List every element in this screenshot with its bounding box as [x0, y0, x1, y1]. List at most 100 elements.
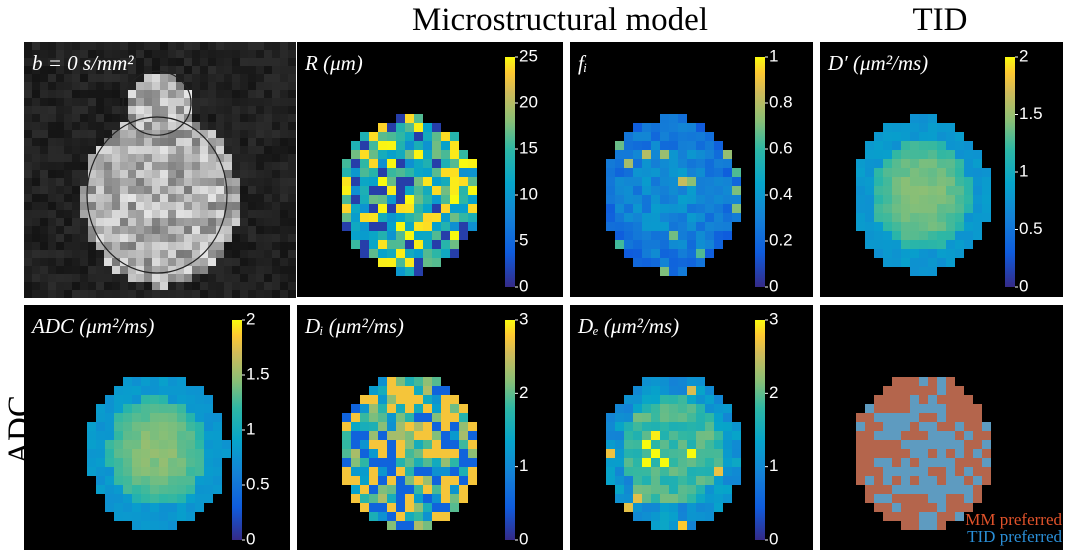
image-pixel: [414, 132, 423, 141]
image-pixel: [723, 195, 732, 204]
image-pixel: [723, 204, 732, 213]
image-pixel: [144, 202, 152, 210]
image-pixel: [288, 58, 296, 66]
image-pixel: [208, 202, 216, 210]
image-pixel: [633, 404, 642, 413]
image-pixel: [405, 249, 414, 258]
image-pixel: [955, 494, 964, 503]
image-pixel: [104, 162, 112, 170]
image-pixel: [883, 404, 892, 413]
image-pixel: [856, 159, 865, 168]
image-pixel: [874, 240, 883, 249]
image-pixel: [387, 168, 396, 177]
image-pixel: [208, 266, 216, 274]
image-pixel: [177, 449, 186, 458]
image-pixel: [387, 476, 396, 485]
image-pixel: [396, 494, 405, 503]
image-pixel: [910, 141, 919, 150]
image-pixel: [642, 150, 651, 159]
image-pixel: [288, 250, 296, 258]
image-pixel: [232, 162, 240, 170]
image-pixel: [459, 404, 468, 413]
image-pixel: [160, 186, 168, 194]
image-pixel: [369, 168, 378, 177]
image-pixel: [264, 66, 272, 74]
image-pixel: [874, 231, 883, 240]
image-pixel: [910, 431, 919, 440]
image-pixel: [351, 404, 360, 413]
image-pixel: [705, 231, 714, 240]
image-pixel: [883, 512, 892, 521]
image-pixel: [651, 458, 660, 467]
image-pixel: [123, 476, 132, 485]
image-pixel: [288, 50, 296, 58]
image-pixel: [200, 42, 208, 50]
image-pixel: [937, 413, 946, 422]
image-pixel: [208, 90, 216, 98]
image-pixel: [264, 282, 272, 290]
image-pixel: [48, 226, 56, 234]
image-pixel: [732, 449, 741, 458]
image-pixel: [660, 213, 669, 222]
image-pixel: [432, 258, 441, 267]
image-pixel: [248, 210, 256, 218]
image-pixel: [432, 449, 441, 458]
image-pixel: [874, 213, 883, 222]
image-pixel: [88, 66, 96, 74]
image-pixel: [40, 266, 48, 274]
image-pixel: [874, 422, 883, 431]
image-pixel: [208, 250, 216, 258]
image-pixel: [176, 202, 184, 210]
image-pixel: [72, 122, 80, 130]
image-pixel: [459, 195, 468, 204]
image-pixel: [141, 440, 150, 449]
image-pixel: [705, 132, 714, 141]
image-pixel: [32, 258, 40, 266]
image-pixel: [177, 440, 186, 449]
image-pixel: [152, 178, 160, 186]
image-pixel: [705, 413, 714, 422]
image-pixel: [128, 234, 136, 242]
image-pixel: [964, 431, 973, 440]
image-pixel: [874, 177, 883, 186]
image-pixel: [40, 290, 48, 298]
image-pixel: [378, 249, 387, 258]
image-pixel: [450, 422, 459, 431]
image-pixel: [208, 42, 216, 50]
image-pixel: [272, 146, 280, 154]
image-pixel: [72, 170, 80, 178]
image-pixel: [48, 138, 56, 146]
image-pixel: [919, 440, 928, 449]
image-pixel: [160, 202, 168, 210]
image-pixel: [24, 130, 32, 138]
image-pixel: [883, 150, 892, 159]
image-pixel: [96, 476, 105, 485]
image-pixel: [24, 146, 32, 154]
image-pixel: [883, 186, 892, 195]
image-pixel: [973, 494, 982, 503]
image-pixel: [96, 290, 104, 298]
image-pixel: [96, 413, 105, 422]
image-pixel: [48, 130, 56, 138]
image-pixel: [633, 177, 642, 186]
image-pixel: [615, 440, 624, 449]
image-pixel: [104, 274, 112, 282]
image-pixel: [240, 82, 248, 90]
image-pixel: [128, 106, 136, 114]
image-pixel: [901, 467, 910, 476]
image-pixel: [176, 98, 184, 106]
image-pixel: [177, 386, 186, 395]
image-pixel: [177, 467, 186, 476]
image-pixel: [123, 503, 132, 512]
image-pixel: [104, 210, 112, 218]
image-pixel: [232, 250, 240, 258]
image-pixel: [678, 168, 687, 177]
image-pixel: [200, 146, 208, 154]
image-pixel: [937, 395, 946, 404]
image-pixel: [112, 114, 120, 122]
image-pixel: [88, 146, 96, 154]
image-pixel: [204, 467, 213, 476]
image-pixel: [24, 82, 32, 90]
image-pixel: [414, 168, 423, 177]
image-pixel: [973, 222, 982, 231]
